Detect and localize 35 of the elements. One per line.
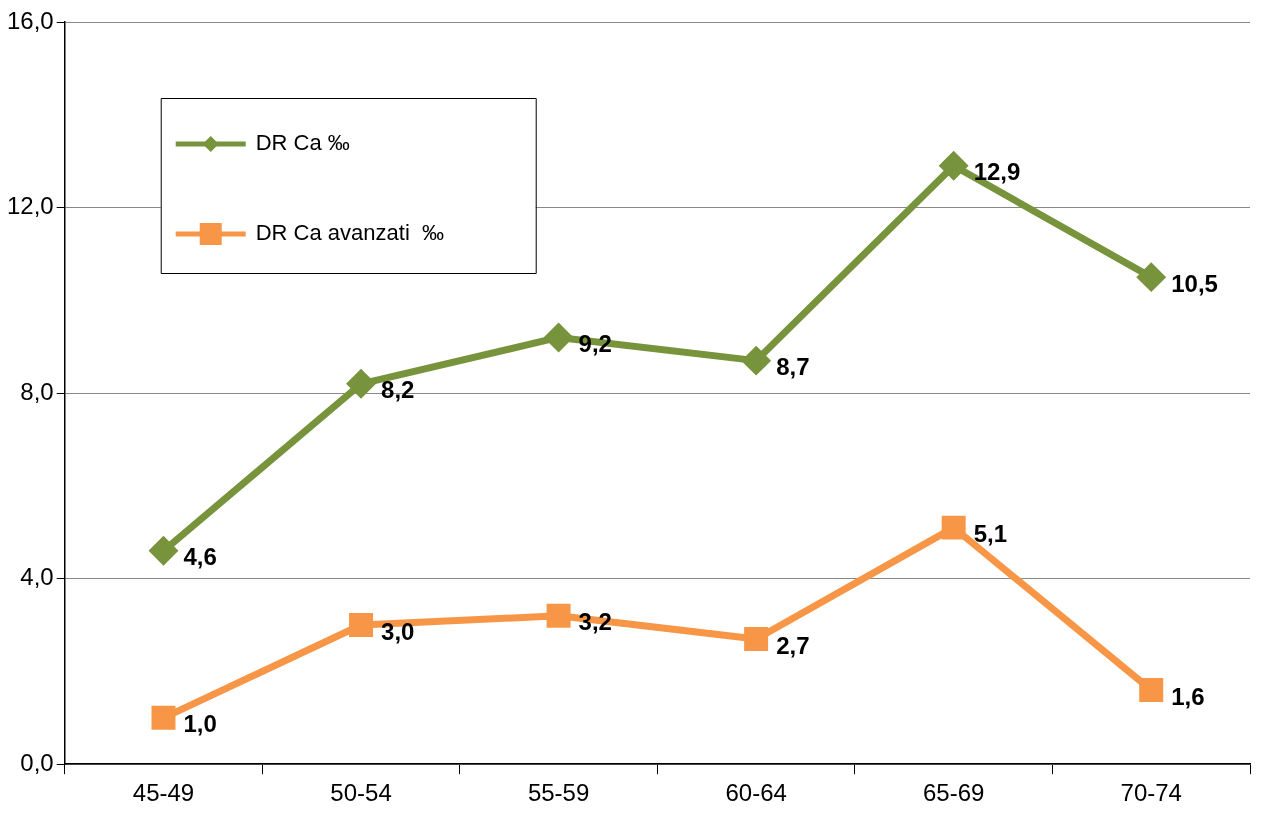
point xyxy=(546,603,571,628)
point xyxy=(545,323,573,351)
y-tick-label: 4,0 xyxy=(20,563,54,591)
point xyxy=(941,515,966,540)
point xyxy=(940,152,968,180)
data-label: 1,0 xyxy=(183,710,217,738)
data-label: 2,7 xyxy=(776,631,810,659)
data-label: 10,5 xyxy=(1171,269,1218,297)
data-label: 8,7 xyxy=(776,353,810,381)
point xyxy=(744,626,769,651)
legend-label: DR Ca avanzati ‰ xyxy=(255,220,445,246)
point xyxy=(149,537,177,565)
data-label: 1,6 xyxy=(1171,682,1205,710)
point xyxy=(151,705,176,730)
point xyxy=(347,370,375,398)
y-tick-label: 8,0 xyxy=(20,377,54,405)
legend-label: DR Ca ‰ xyxy=(255,130,350,156)
x-tick-label: 55-59 xyxy=(527,779,590,807)
point xyxy=(1137,263,1165,291)
x-tick-label: 70-74 xyxy=(1120,779,1182,807)
data-label: 8,2 xyxy=(381,376,415,404)
y-tick-label: 16,0 xyxy=(6,6,54,34)
point xyxy=(742,347,770,375)
y-tick-label: 12,0 xyxy=(6,192,54,220)
x-tick-label: 60-64 xyxy=(725,779,787,807)
x-tick-label: 50-54 xyxy=(330,779,392,807)
x-tick-label: 65-69 xyxy=(922,779,985,807)
data-label: 12,9 xyxy=(973,158,1021,186)
data-label: 3,0 xyxy=(381,617,415,645)
data-label: 4,6 xyxy=(183,543,217,571)
data-label: 5,1 xyxy=(973,520,1008,548)
y-tick-label: 0,0 xyxy=(20,748,54,776)
x-tick-label: 45-49 xyxy=(132,779,195,807)
point xyxy=(1139,678,1164,702)
point xyxy=(349,613,374,638)
